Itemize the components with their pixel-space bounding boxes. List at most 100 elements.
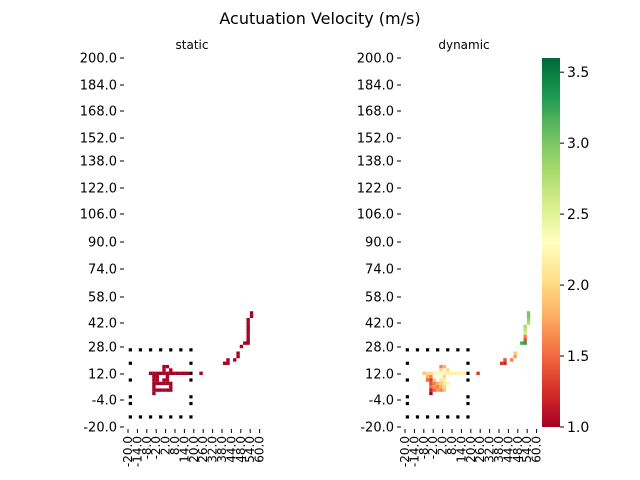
boundary-marker (179, 415, 183, 419)
y-tick-label: 184.0 (80, 79, 117, 94)
boundary-marker (466, 378, 470, 382)
x-tick-label: 38.0 (492, 436, 506, 463)
heatmap-cell (442, 385, 447, 389)
boundary-marker (148, 415, 153, 419)
x-tick-label: 2.0 (159, 436, 173, 455)
heatmap-cell (425, 374, 430, 379)
heatmap-cell (162, 378, 166, 382)
heatmap-cell (185, 371, 190, 376)
heatmap-cell (429, 371, 433, 376)
heatmap-cell (165, 364, 170, 369)
heatmap-cell (432, 388, 436, 392)
colorbar-tick-label: 2.5 (567, 207, 589, 223)
heatmap-cell (246, 338, 250, 342)
heatmap-cell (429, 388, 433, 392)
y-tick-label: 42.0 (365, 317, 394, 332)
heatmap-cell (172, 371, 176, 376)
x-tick-label: 60.0 (253, 436, 267, 463)
y-tick-label: 168.0 (80, 105, 117, 120)
heatmap-cell (152, 374, 156, 379)
heatmap-cell (439, 381, 443, 386)
boundary-marker (456, 415, 460, 419)
colorbar-tick-label: 2.0 (567, 278, 589, 294)
heatmap-cell (446, 368, 450, 372)
colorbar-tick-label: 1.0 (567, 420, 589, 436)
heatmap-cell (422, 371, 426, 376)
heatmap-cell (435, 388, 440, 392)
x-tick-label: 14.0 (177, 436, 191, 463)
heatmap-cell (152, 388, 156, 392)
heatmap-cell (523, 328, 527, 332)
y-tick-label: 106.0 (357, 208, 394, 223)
heatmap-cell (442, 381, 447, 386)
x-tick-label: 38.0 (215, 436, 229, 463)
heatmap-cell (429, 374, 433, 379)
heatmap-cell (429, 391, 433, 396)
colorbar-tick-label: 1.5 (567, 349, 589, 365)
y-tick-label: 28.0 (88, 341, 117, 356)
heatmap-cell (462, 371, 467, 376)
x-tick-label: 44.0 (224, 436, 238, 463)
x-tick-label: -2.0 (149, 436, 163, 459)
heatmap-cell (442, 374, 447, 379)
heatmap-cell (439, 378, 443, 382)
y-tick-label: 90.0 (88, 236, 117, 251)
x-tick-label: 60.0 (530, 436, 544, 463)
boundary-marker (189, 371, 193, 375)
heatmap-cell (523, 334, 527, 339)
heatmap-cell (246, 321, 250, 325)
heatmap-cell (179, 371, 183, 376)
heatmap-cell (249, 314, 254, 318)
y-tick-label: -4.0 (92, 394, 117, 409)
heatmap-cell (169, 368, 173, 372)
heatmap-cell (439, 385, 443, 389)
heatmap-cell (246, 324, 250, 329)
heatmap-cell (510, 358, 514, 362)
y-tick-label: 58.0 (365, 291, 394, 306)
boundary-marker (159, 348, 163, 352)
boundary-marker (148, 348, 153, 352)
y-tick-label: 122.0 (357, 182, 394, 197)
x-tick-label: 8.0 (445, 436, 459, 455)
boundary-marker (128, 401, 132, 406)
x-tick-label: -8.0 (417, 436, 431, 459)
heatmap-cell (526, 321, 531, 325)
heatmap-cell (165, 374, 170, 379)
y-tick-label: 90.0 (365, 236, 394, 251)
heatmap-cell (199, 371, 203, 376)
heatmap-cell (523, 324, 527, 329)
heatmap-cell (526, 311, 531, 315)
boundary-marker (128, 378, 132, 382)
boundary-marker (466, 371, 470, 375)
heatmap-cell (152, 385, 156, 389)
heatmap-cell (432, 381, 436, 386)
heatmap-cell (513, 351, 517, 355)
y-tick-label: 122.0 (80, 182, 117, 197)
heatmap-cell (425, 371, 430, 376)
y-tick-label: 138.0 (80, 155, 117, 170)
boundary-marker (128, 395, 132, 399)
y-tick-label: 74.0 (88, 263, 117, 278)
heatmap-cell (182, 371, 186, 376)
heatmap-cell (446, 381, 450, 386)
heatmap-cell (456, 371, 460, 376)
heatmap-cell (523, 338, 527, 342)
y-tick-label: 74.0 (365, 263, 394, 278)
heatmap-cell (158, 388, 163, 392)
heatmap-cell (429, 378, 433, 382)
colorbar: 1.0 1.5 2.0 2.5 3.0 3.5 (542, 58, 589, 436)
x-tick-label: 8.0 (168, 436, 182, 455)
boundary-marker (189, 401, 193, 406)
heatmap-cell (432, 371, 436, 376)
heatmap-cell (442, 388, 447, 392)
heatmap-cell (169, 381, 173, 386)
heatmap-cell (155, 371, 159, 376)
boundary-marker (405, 401, 409, 406)
boundary-marker (405, 361, 409, 365)
heatmap-cell (526, 317, 531, 322)
heatmap-cell (169, 385, 173, 389)
boundary-marker (179, 348, 183, 352)
boundary-marker (405, 415, 409, 419)
boundary-marker (189, 361, 193, 365)
